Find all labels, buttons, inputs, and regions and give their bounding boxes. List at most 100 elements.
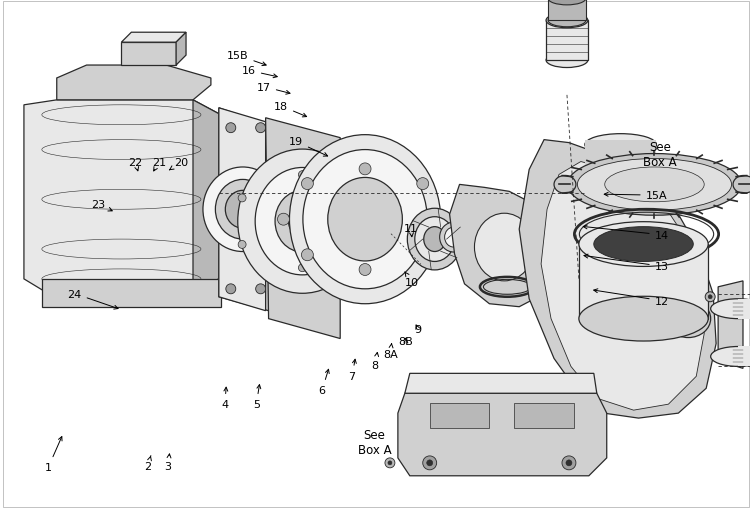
Polygon shape	[738, 299, 752, 319]
Ellipse shape	[711, 299, 752, 319]
Polygon shape	[121, 43, 176, 66]
Text: 18: 18	[274, 102, 307, 118]
Polygon shape	[579, 244, 708, 319]
Polygon shape	[121, 33, 186, 43]
Polygon shape	[519, 140, 716, 418]
Text: 24: 24	[68, 289, 118, 309]
Text: 12: 12	[594, 289, 669, 306]
Polygon shape	[738, 347, 752, 366]
Text: 19: 19	[289, 137, 328, 157]
Circle shape	[426, 460, 432, 466]
Text: 1: 1	[45, 437, 62, 472]
Polygon shape	[398, 393, 607, 476]
Circle shape	[302, 178, 314, 190]
Text: 22: 22	[128, 157, 142, 172]
Ellipse shape	[462, 231, 474, 244]
Ellipse shape	[238, 150, 367, 294]
Text: 20: 20	[169, 157, 189, 171]
Bar	[514, 404, 574, 428]
Text: 3: 3	[165, 454, 171, 471]
Ellipse shape	[303, 150, 427, 289]
Ellipse shape	[328, 178, 402, 262]
Bar	[268, 178, 293, 198]
Text: 21: 21	[152, 157, 166, 172]
Text: 23: 23	[91, 200, 112, 212]
Circle shape	[705, 292, 715, 302]
Polygon shape	[405, 374, 597, 393]
Ellipse shape	[440, 223, 468, 252]
Ellipse shape	[666, 300, 711, 338]
Ellipse shape	[733, 176, 752, 194]
Text: 5: 5	[253, 385, 261, 409]
Circle shape	[226, 285, 236, 294]
Circle shape	[299, 172, 306, 179]
Text: 8B: 8B	[399, 336, 414, 347]
Ellipse shape	[568, 154, 741, 216]
Text: See
Box A: See Box A	[644, 140, 677, 168]
Ellipse shape	[423, 227, 446, 252]
Text: 8: 8	[371, 353, 379, 370]
Text: 15B: 15B	[227, 51, 266, 67]
Ellipse shape	[672, 305, 704, 333]
Text: 8A: 8A	[383, 344, 398, 360]
Ellipse shape	[594, 227, 693, 262]
Ellipse shape	[546, 53, 588, 68]
Circle shape	[299, 264, 306, 272]
Ellipse shape	[585, 134, 656, 156]
Polygon shape	[193, 101, 221, 299]
Circle shape	[302, 249, 314, 261]
Circle shape	[359, 241, 367, 249]
Polygon shape	[56, 66, 211, 101]
Ellipse shape	[475, 214, 534, 281]
Circle shape	[417, 249, 429, 261]
Ellipse shape	[203, 167, 283, 252]
Polygon shape	[24, 101, 221, 299]
Circle shape	[238, 241, 246, 249]
Ellipse shape	[415, 217, 454, 262]
Circle shape	[359, 264, 371, 276]
Circle shape	[562, 456, 576, 470]
Ellipse shape	[457, 227, 478, 248]
Text: 9: 9	[414, 324, 421, 334]
Ellipse shape	[408, 209, 462, 270]
Text: 2: 2	[144, 456, 151, 471]
Polygon shape	[718, 281, 743, 369]
Bar	[429, 404, 490, 428]
Circle shape	[472, 231, 480, 239]
Circle shape	[423, 456, 437, 470]
Ellipse shape	[578, 159, 732, 211]
Ellipse shape	[275, 191, 330, 252]
Circle shape	[478, 243, 488, 252]
Ellipse shape	[259, 198, 277, 218]
Ellipse shape	[215, 180, 270, 240]
Ellipse shape	[548, 0, 586, 6]
Polygon shape	[585, 140, 656, 170]
Bar	[585, 145, 656, 170]
Polygon shape	[42, 279, 221, 307]
Ellipse shape	[255, 168, 350, 275]
Circle shape	[708, 295, 712, 299]
Circle shape	[256, 124, 265, 133]
Ellipse shape	[548, 15, 586, 27]
Polygon shape	[450, 185, 554, 307]
Circle shape	[359, 163, 371, 176]
Circle shape	[417, 178, 429, 190]
Polygon shape	[176, 33, 186, 66]
Ellipse shape	[546, 14, 588, 29]
Text: 15A: 15A	[605, 191, 667, 201]
Ellipse shape	[554, 176, 576, 194]
Ellipse shape	[226, 191, 260, 229]
Polygon shape	[219, 108, 268, 311]
Ellipse shape	[711, 347, 752, 366]
Circle shape	[385, 458, 395, 468]
Circle shape	[256, 285, 265, 294]
Ellipse shape	[593, 162, 648, 178]
Text: 6: 6	[319, 370, 329, 395]
Ellipse shape	[444, 228, 462, 247]
Ellipse shape	[605, 167, 704, 203]
Ellipse shape	[579, 222, 708, 267]
Text: 14: 14	[584, 225, 669, 240]
Circle shape	[238, 194, 246, 203]
Polygon shape	[265, 119, 340, 339]
Text: 4: 4	[221, 387, 229, 409]
